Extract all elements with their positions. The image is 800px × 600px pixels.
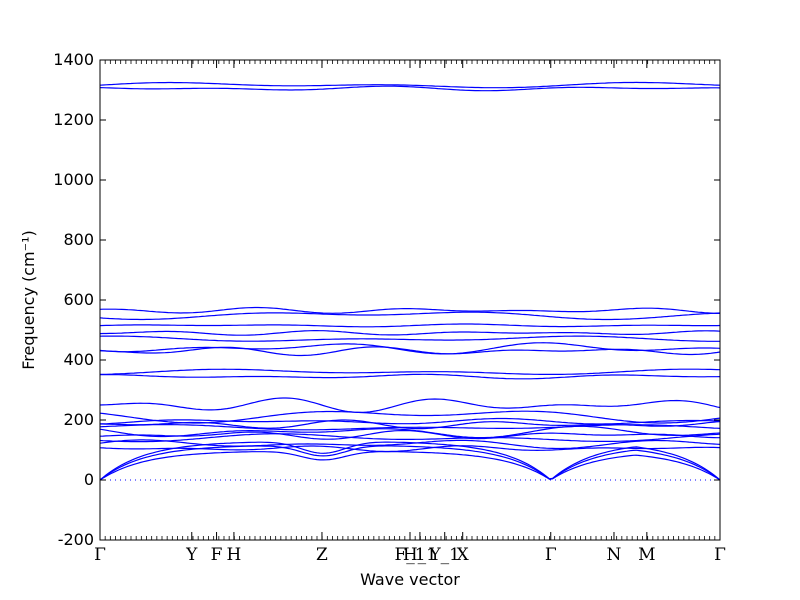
y-axis-label: Frequency (cm⁻¹): [19, 230, 38, 369]
x-tick-label: Y: [185, 545, 198, 565]
x-tick-label: Γ: [545, 545, 557, 565]
x-tick-label: F_1: [394, 545, 425, 565]
band-line: [99, 85, 721, 92]
y-tick-label: 400: [63, 350, 94, 369]
band-line: [99, 397, 721, 413]
x-tick-label: Y_1: [428, 545, 460, 565]
x-axis-label: Wave vector: [360, 570, 460, 589]
band-line: [99, 433, 721, 443]
y-tick-label: 0: [84, 470, 94, 489]
x-tick-label: N: [607, 545, 622, 565]
x-tick-label: M: [638, 545, 655, 565]
x-tick-label: Z: [316, 545, 328, 565]
band-line: [100, 373, 721, 380]
x-tick-label: H: [227, 545, 242, 565]
y-tick-label: 600: [63, 290, 94, 309]
band-line: [99, 306, 720, 314]
y-tick-label: 1200: [53, 110, 94, 129]
x-tick-label: X: [457, 545, 470, 565]
band-line: [99, 430, 720, 440]
bands: [99, 81, 721, 481]
x-tick-label: Γ: [714, 545, 726, 565]
y-tick-label: -200: [58, 530, 94, 549]
x-ticks: Γ Y F H Z F_1H_1Y_1X Γ N M Γ: [94, 60, 726, 565]
x-tick-label: F: [211, 545, 223, 565]
band-line: [99, 81, 721, 89]
acoustic-band-line: [99, 451, 721, 481]
acoustic-band-line: [99, 445, 721, 481]
band-line: [99, 417, 721, 425]
band-line: [99, 330, 721, 336]
band-line: [99, 335, 720, 342]
band-line: [99, 323, 721, 328]
band-line: [99, 424, 721, 431]
y-tick-label: 800: [63, 230, 94, 249]
y-tick-label: 1000: [53, 170, 94, 189]
band-line: [99, 311, 721, 321]
minor-ticks: [99, 60, 721, 540]
x-tick-label: Γ: [94, 545, 106, 565]
acoustic-band-line: [99, 441, 721, 481]
band-line: [99, 368, 721, 375]
band-line: [99, 425, 721, 439]
y-ticks: -200 0 200 400 600 800 1000 1200 1400: [53, 50, 720, 549]
x-tick-label: H_1: [403, 545, 437, 565]
y-tick-label: 200: [63, 410, 94, 429]
plot-area: [100, 60, 720, 540]
band-line: [99, 346, 721, 357]
y-tick-label: 1400: [53, 50, 94, 69]
